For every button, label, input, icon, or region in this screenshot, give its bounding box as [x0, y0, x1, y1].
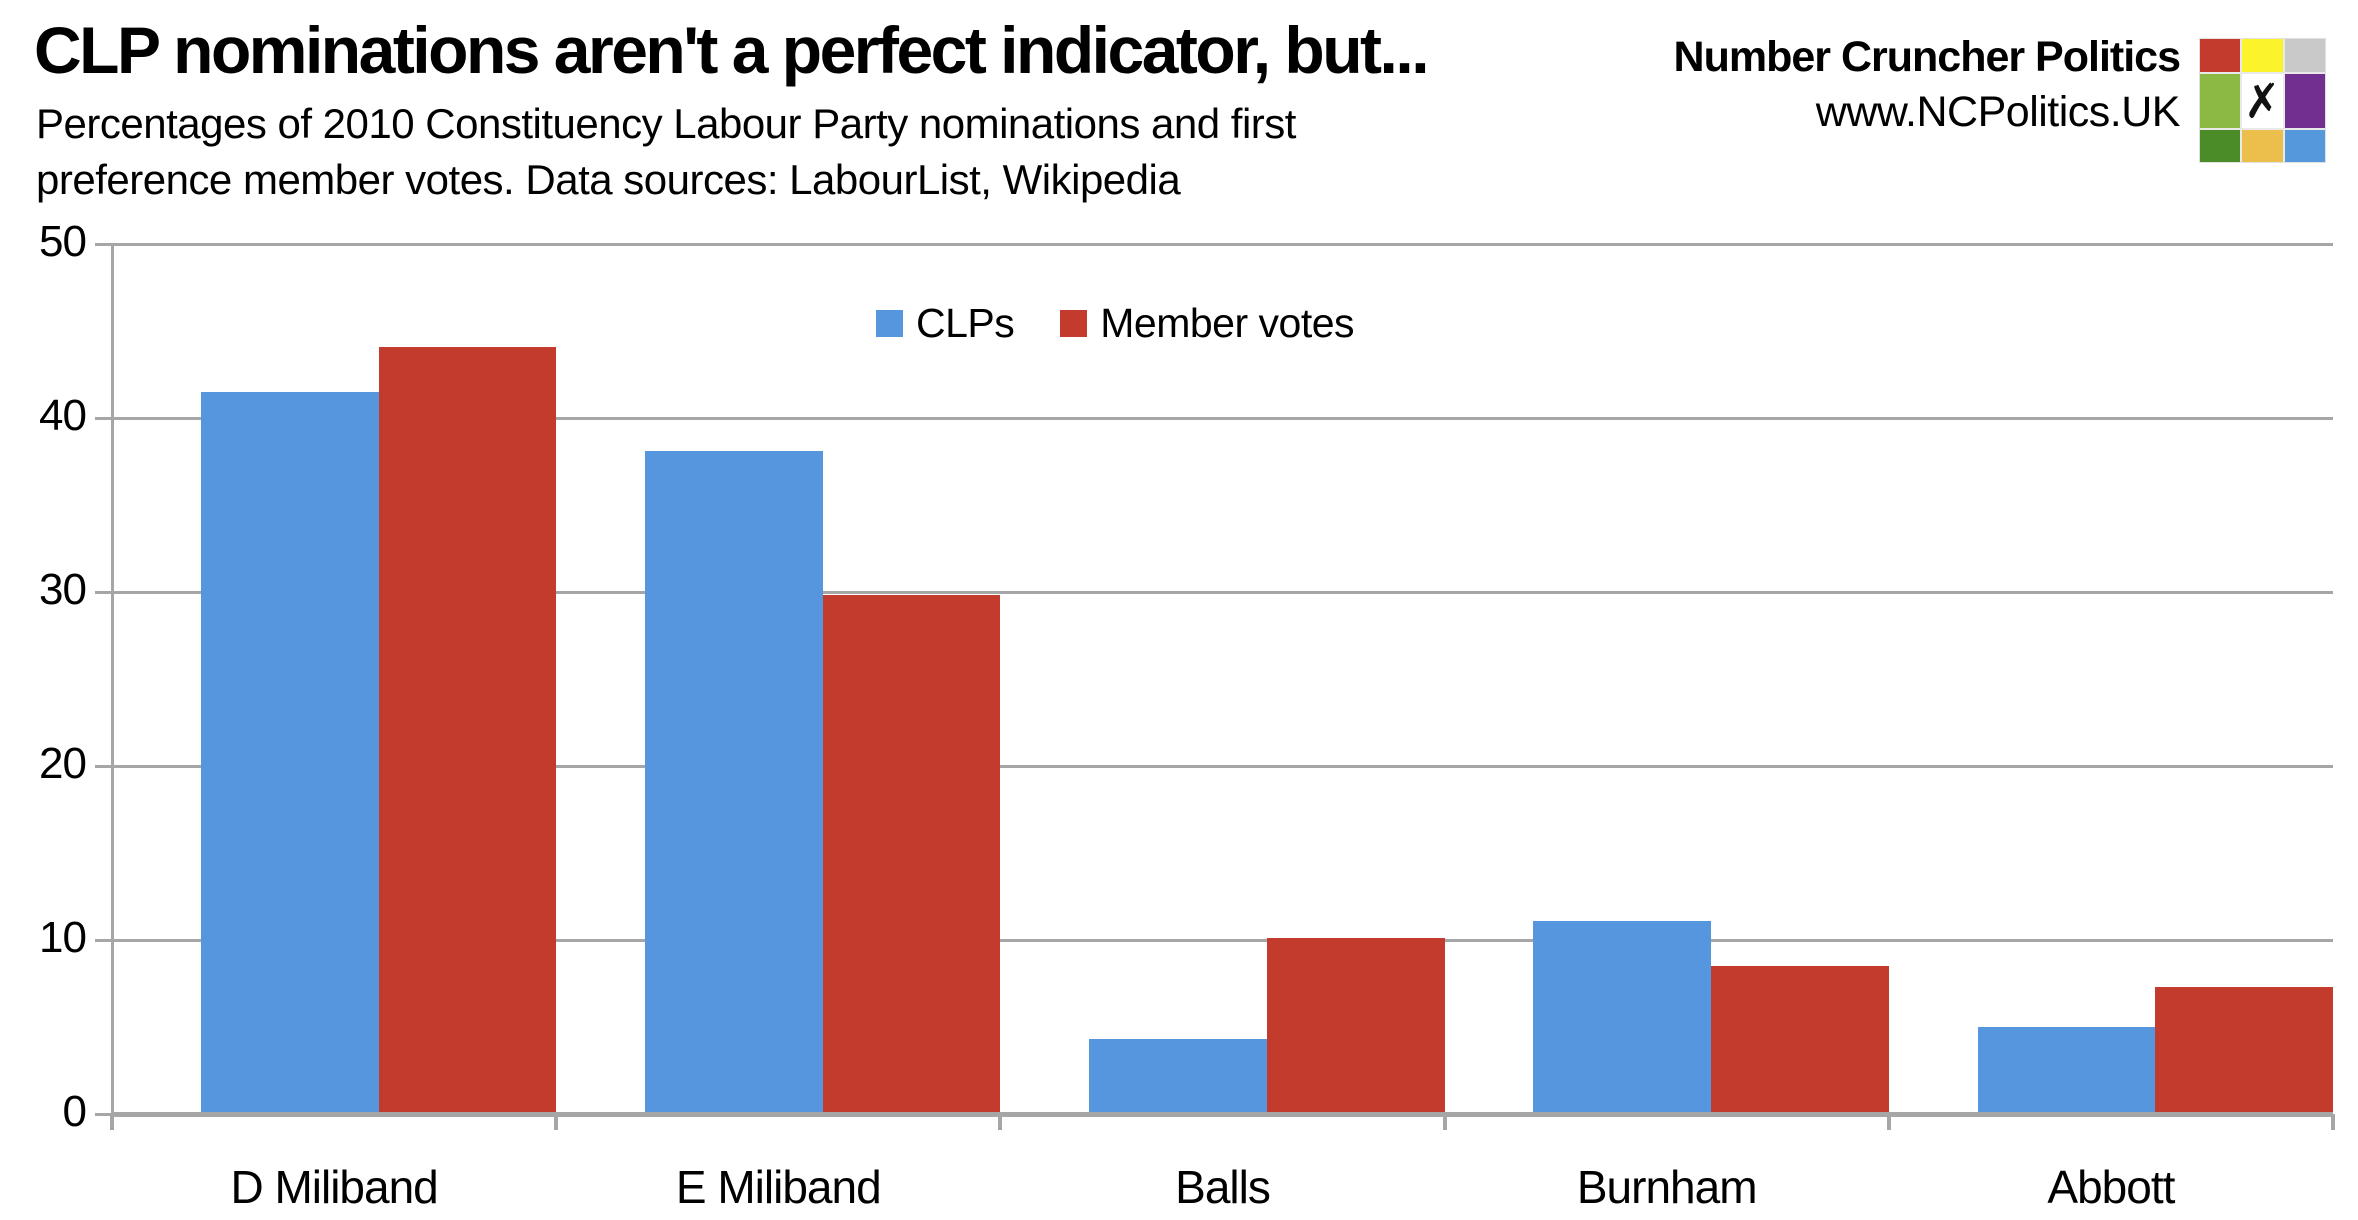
y-axis-label-50: 50	[39, 217, 87, 266]
brand-logo: ✗	[2199, 38, 2326, 163]
legend-swatch-clps	[876, 309, 903, 337]
x-tick-5	[2331, 1114, 2335, 1130]
y-tick-40	[95, 417, 112, 420]
logo-cell-1-0	[2200, 73, 2241, 128]
brand-url: www.NCPolitics.UK	[1815, 88, 2181, 136]
logo-cell-2-2	[2284, 129, 2325, 162]
gridline-40	[112, 417, 2333, 420]
gridline-50	[112, 243, 2333, 247]
gridline-10	[112, 939, 2333, 942]
x-category-label-e-miliband: E Miliband	[675, 1161, 882, 1213]
legend-label-member-votes: Member votes	[1100, 299, 1355, 346]
bar-member-votes-d-miliband	[378, 346, 557, 1114]
x-category-label-balls: Balls	[1175, 1161, 1271, 1213]
chart-legend: CLPs Member votes	[876, 298, 1355, 348]
logo-cell-0-2	[2284, 39, 2325, 72]
y-axis-label-30: 30	[39, 565, 87, 614]
x-tick-2	[998, 1114, 1003, 1130]
logo-cell-1-2	[2284, 73, 2325, 128]
x-category-label-d-miliband: D Miliband	[230, 1161, 438, 1213]
x-category-label-burnham: Burnham	[1576, 1161, 1758, 1213]
y-tick-0	[95, 1113, 112, 1116]
logo-cell-1-1: ✗	[2241, 72, 2284, 129]
plot-area: 0 10 20 30 40 50 D Miliband E Miliband Balls Burn…	[39, 217, 2335, 1213]
logo-cell-2-0	[2200, 129, 2241, 162]
x-tick-4	[1886, 1114, 1891, 1130]
brand-name: Number Cruncher Politics	[1673, 33, 2181, 81]
page-title: CLP nominations aren't a perfect indicat…	[34, 13, 1430, 87]
y-axis-label-40: 40	[39, 391, 87, 440]
subtitle-line-2: preference member votes. Data sources: L…	[36, 156, 1181, 203]
legend-item-clps: CLPs	[876, 299, 1015, 347]
y-tick-50	[95, 243, 112, 247]
y-axis-line	[111, 244, 114, 1130]
logo-cell-0-1	[2242, 39, 2283, 72]
ballot-x-icon: ✗	[2241, 72, 2284, 129]
gridline-30	[112, 591, 2333, 594]
logo-cell-0-0	[2200, 39, 2241, 72]
y-axis-label-10: 10	[39, 913, 87, 962]
bar-clps-abbott	[1977, 1027, 2156, 1114]
x-tick-1	[554, 1114, 559, 1130]
y-axis-label-20: 20	[39, 739, 87, 788]
x-axis-line	[112, 1112, 2333, 1117]
bar-clps-e-miliband	[645, 451, 823, 1114]
page-subtitle: Percentages of 2010 Constituency Labour …	[36, 96, 1296, 208]
bar-member-votes-abbott	[2155, 986, 2333, 1114]
y-axis-label-0: 0	[62, 1087, 87, 1136]
x-tick-3	[1442, 1114, 1447, 1130]
y-tick-10	[95, 939, 112, 942]
bar-clps-burnham	[1533, 920, 1712, 1114]
y-tick-20	[95, 765, 112, 768]
legend-item-member-votes: Member votes	[1060, 299, 1355, 347]
bar-clps-d-miliband	[200, 391, 379, 1114]
bar-member-votes-burnham	[1711, 966, 1889, 1114]
gridline-20	[112, 765, 2333, 768]
legend-swatch-member-votes	[1060, 309, 1088, 337]
x-category-label-abbott: Abbott	[2047, 1161, 2175, 1213]
subtitle-line-1: Percentages of 2010 Constituency Labour …	[36, 100, 1296, 147]
x-tick-0	[110, 1114, 114, 1130]
logo-cell-2-1	[2242, 129, 2283, 162]
brand-block: Number Cruncher Politics www.NCPolitics.…	[1673, 30, 2181, 140]
bar-member-votes-e-miliband	[822, 595, 1001, 1114]
y-tick-30	[95, 591, 112, 594]
legend-label-clps: CLPs	[916, 299, 1015, 346]
bar-clps-balls	[1089, 1039, 1267, 1114]
bar-member-votes-balls	[1266, 938, 1445, 1114]
